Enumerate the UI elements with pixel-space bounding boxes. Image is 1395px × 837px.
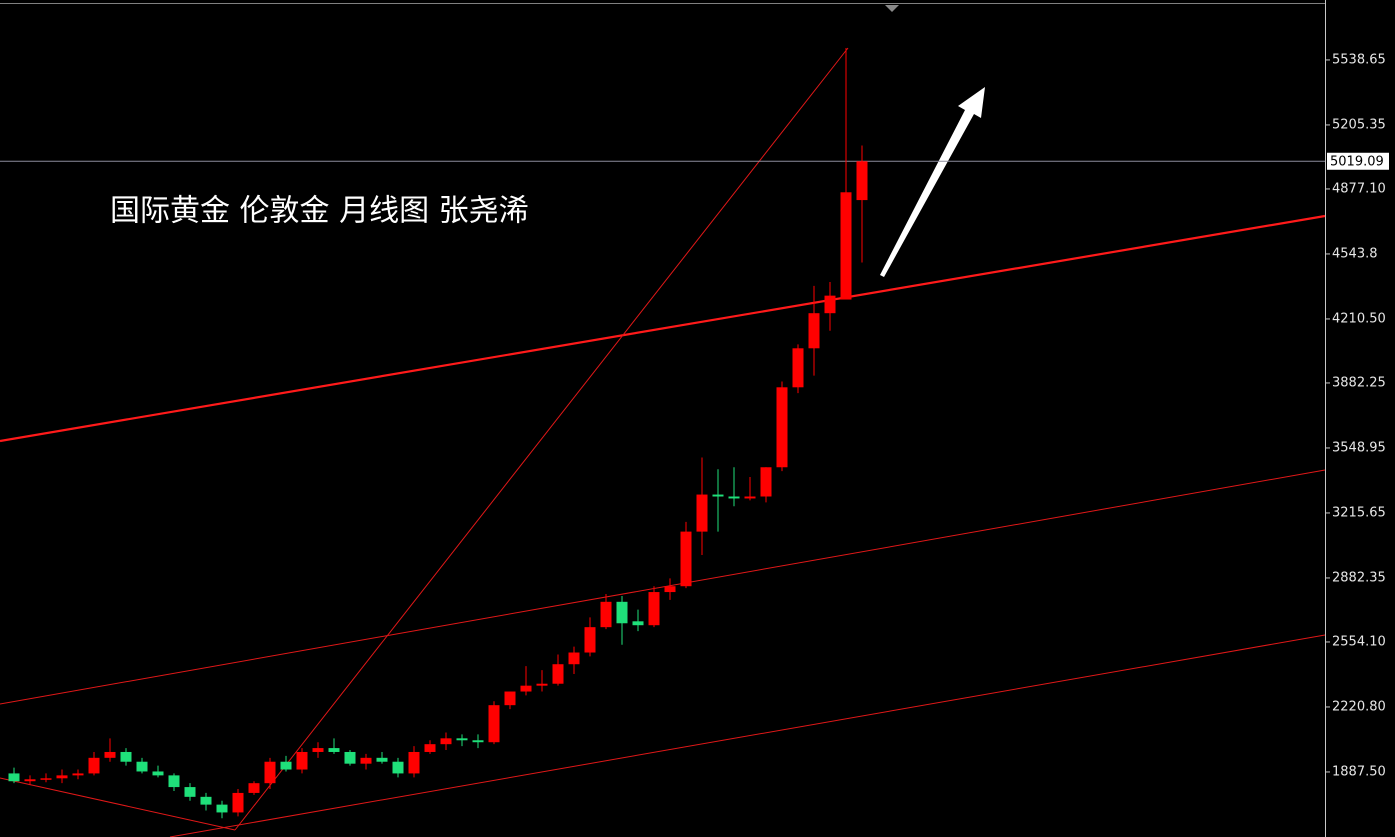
candle-body [104,751,116,758]
candle-body [40,778,52,780]
current-price-label: 5019.09 [1330,154,1384,169]
y-tick-label: 3215.65 [1332,505,1386,520]
trend-line [234,47,849,831]
y-tick-label: 5205.35 [1332,117,1386,132]
candle-body [296,751,308,770]
y-tick-label: 2220.80 [1332,699,1386,714]
candle-body [504,691,516,706]
candle-body [424,744,436,752]
candle-body [776,387,788,468]
candle-body [56,775,68,779]
arrow [880,87,985,277]
candle-body [264,761,276,784]
current-price-box [1327,152,1389,170]
candle-body [72,773,84,776]
candle-body [744,496,756,499]
candle-body [472,740,484,743]
candle-body [456,738,468,741]
candle-body [824,295,836,314]
candle-body [344,751,356,764]
candle-body [360,757,372,764]
candle-body [760,467,772,497]
shift-marker [885,5,899,12]
trend-line [0,469,1326,705]
candle-body [152,771,164,776]
candle-body [248,783,260,793]
candle-body [568,652,580,665]
y-tick-label: 4210.50 [1332,311,1386,326]
candle-body [440,738,452,745]
candle-body [88,757,100,774]
y-tick-label: 2882.35 [1332,570,1386,585]
candle-body [792,348,804,388]
candle-body [536,683,548,686]
candle-body [840,192,852,300]
candle-body [488,705,500,743]
candle-body [376,757,388,762]
candle-body [328,748,340,752]
candle-body [408,751,420,774]
candle-body [696,494,708,532]
trend-line [0,214,1326,443]
candle-body [520,685,532,692]
y-tick-label: 4877.10 [1332,181,1386,196]
y-tick-label: 2554.10 [1332,634,1386,649]
annotation: 国际黄金 伦敦金 月线图 张尧浠 [110,194,529,229]
candle-body [616,601,628,624]
candle-body [664,586,676,593]
candle-body [168,775,180,788]
y-tick-label: 3548.95 [1332,440,1386,455]
candle-body [648,592,660,626]
candle-body [632,621,644,626]
trend-line [0,777,236,831]
candle-body [808,313,820,349]
candle-body [8,773,20,782]
candle-body [184,787,196,797]
candle-body [712,494,724,497]
candle-body [680,531,692,587]
y-tick-label: 5538.65 [1332,52,1386,67]
candle-body [24,779,36,782]
y-tick-label: 3882.25 [1332,375,1386,390]
candle-body [216,804,228,813]
y-tick-label: 1887.50 [1332,764,1386,779]
candle-body [584,627,596,653]
candle-body [120,751,132,762]
trend-lines [0,47,1326,837]
candle-body [280,761,292,770]
trend-line [169,634,1326,837]
candle-body [200,796,212,805]
candle-body [136,761,148,772]
candle-body [232,792,244,813]
candle-body [856,161,868,201]
candles [8,47,868,819]
candle-body [600,601,612,628]
y-tick-label: 4543.8 [1332,246,1378,261]
candle-body [392,761,404,774]
candle-body [312,748,324,752]
candle-body [728,496,740,499]
candle-body [552,664,564,684]
